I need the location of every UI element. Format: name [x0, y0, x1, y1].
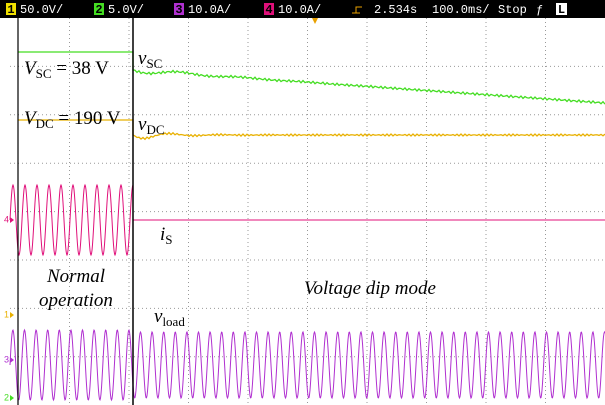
channel-scale: 10.0A/ — [278, 3, 321, 17]
vdc-trace — [18, 119, 605, 141]
channel-marker: 1 — [4, 309, 9, 319]
dip-label: Voltage dip mode — [304, 278, 436, 299]
trigger-icon — [352, 6, 362, 14]
timebase: 100.0ms/ — [432, 3, 490, 17]
normal-1: Normal — [46, 266, 105, 287]
label-vload: vload — [154, 306, 185, 329]
is-trace — [9, 183, 605, 257]
label-vdc_value: VDC = 190 V — [24, 108, 121, 131]
channel-marker: 4 — [4, 214, 9, 224]
channel-number: 1 — [7, 3, 14, 17]
delay: 2.534s — [374, 3, 417, 17]
status: Stop — [498, 3, 527, 17]
channel-badge — [174, 3, 184, 15]
channel-badge — [94, 3, 104, 15]
normal-2: operation — [39, 290, 113, 311]
channel-badge — [6, 3, 16, 15]
marker-arrow — [10, 217, 14, 223]
edge: ƒ — [536, 3, 543, 17]
marker-arrow — [10, 395, 14, 401]
marker-arrow — [10, 312, 14, 318]
channel-badge — [264, 3, 274, 15]
label-vdc: vDC — [138, 114, 165, 137]
label-vsc: vSC — [138, 48, 162, 71]
channel-marker: 2 — [4, 392, 9, 402]
channel-number: 3 — [175, 3, 182, 17]
mode: L — [558, 3, 565, 17]
channel-scale: 5.0V/ — [108, 3, 144, 17]
mode-badge — [556, 3, 567, 15]
label-vsc_value: VSC = 38 V — [24, 58, 109, 81]
channel-number: 2 — [95, 3, 102, 17]
marker-arrow — [10, 357, 14, 363]
label-is: iS — [160, 224, 173, 247]
channel-scale: 10.0A/ — [188, 3, 231, 17]
header-bar — [0, 0, 605, 18]
channel-scale: 50.0V/ — [20, 3, 63, 17]
vsc-trace — [18, 51, 605, 105]
vload-trace — [9, 328, 605, 402]
channel-number: 4 — [265, 3, 272, 17]
channel-marker: 3 — [4, 354, 9, 364]
trigger-marker — [312, 18, 318, 24]
